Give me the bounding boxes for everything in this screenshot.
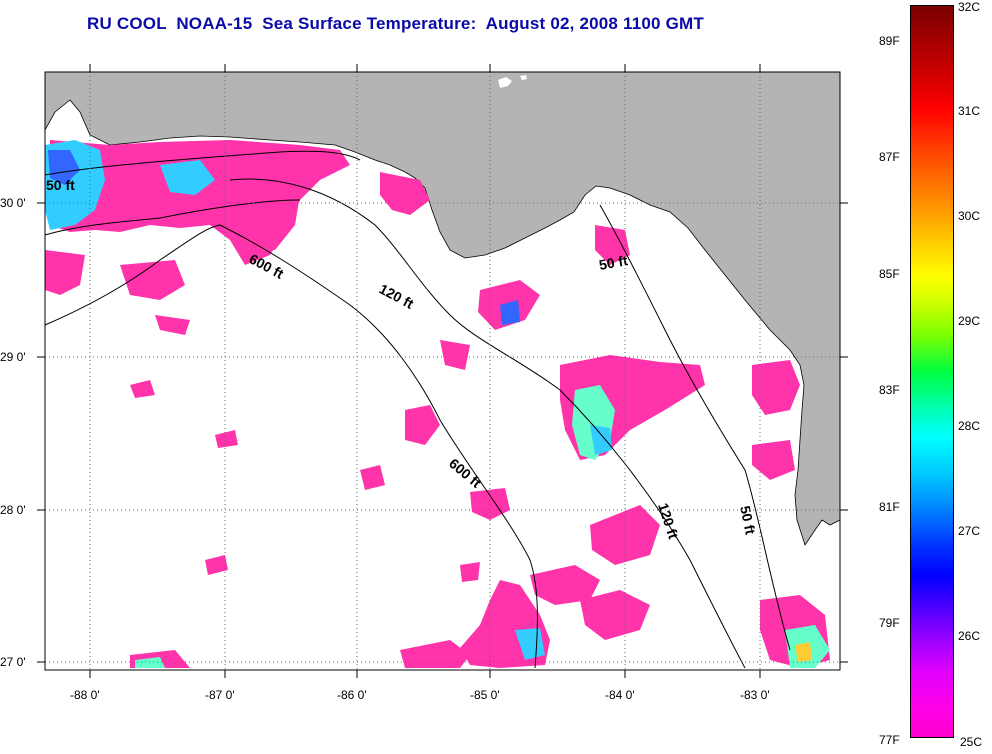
contour-label: 50 ft	[737, 504, 759, 536]
contour-label: 50 ft	[46, 177, 75, 193]
colorbar-fahrenheit-label: 83F	[879, 383, 900, 397]
graticule	[45, 72, 840, 670]
sst-map: 50 ft 600 ft 120 ft 50 ft 600 ft 120 ft …	[0, 64, 848, 702]
temperature-colorbar	[910, 5, 954, 738]
colorbar-fahrenheit-label: 87F	[879, 150, 900, 164]
colorbar-celsius-label: 32C	[958, 0, 981, 14]
page-title: RU COOL NOAA-15 Sea Surface Temperature:…	[87, 14, 704, 33]
sst-warm-patches	[45, 140, 830, 668]
map-frame	[44, 71, 841, 671]
island	[520, 75, 527, 80]
colorbar-fahrenheit-label: 89F	[879, 34, 900, 48]
longitude-label: -88 0'	[70, 688, 100, 702]
bathymetry-contours	[44, 150, 791, 669]
land-mass	[44, 71, 841, 546]
sst-cool-patches	[45, 140, 830, 668]
colorbar-celsius-label: 29C	[958, 314, 981, 328]
longitude-label: -83 0'	[740, 688, 770, 702]
latitude-label: 28 0'	[0, 503, 26, 517]
longitude-label: -87 0'	[205, 688, 235, 702]
latitude-label: 29 0'	[0, 350, 26, 364]
island	[498, 77, 512, 88]
latitude-label: 27 0'	[0, 655, 26, 669]
axis-ticks	[37, 64, 848, 678]
colorbar-fahrenheit-label: 79F	[879, 616, 900, 630]
longitude-label: -86 0'	[337, 688, 367, 702]
colorbar-celsius-label: 31C	[958, 104, 981, 118]
colorbar-celsius-label: 28C	[958, 419, 981, 433]
colorbar-fahrenheit-label: 81F	[879, 500, 900, 514]
colorbar-celsius-label: 30C	[958, 209, 981, 223]
longitude-label: -84 0'	[605, 688, 635, 702]
contour-label: 50 ft	[598, 252, 629, 273]
colorbar-celsius-label: 26C	[958, 629, 981, 643]
longitude-label: -85 0'	[470, 688, 500, 702]
colorbar-fahrenheit-label: 77F	[879, 733, 900, 747]
colorbar-celsius-label: 25C	[960, 735, 983, 749]
colorbar-fahrenheit-label: 85F	[879, 267, 900, 281]
colorbar-celsius-label: 27C	[958, 524, 981, 538]
latitude-label: 30 0'	[0, 196, 26, 210]
